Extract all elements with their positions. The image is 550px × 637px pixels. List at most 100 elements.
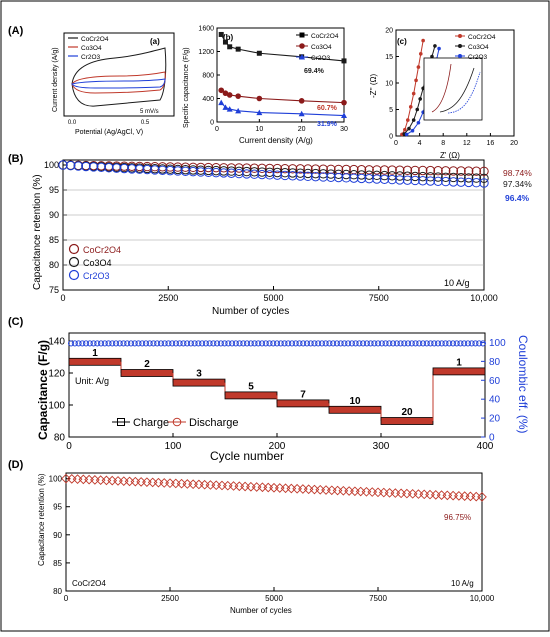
chart-C-ce-point bbox=[401, 340, 408, 347]
chart-D-point bbox=[234, 481, 245, 492]
chart-C-ce-point bbox=[356, 340, 363, 347]
chart-c-point bbox=[418, 97, 422, 101]
chart-B-point bbox=[448, 172, 459, 183]
chart-B-xtick-label: 0 bbox=[60, 293, 65, 303]
chart-b-legend-marker-cocr bbox=[299, 32, 305, 38]
chart-c-point bbox=[411, 91, 416, 96]
chart-b-point bbox=[226, 92, 233, 98]
chart-B-point bbox=[418, 176, 428, 186]
chart-B-point bbox=[479, 166, 489, 177]
chart-C-ce-point bbox=[214, 340, 221, 347]
chart-B-point bbox=[379, 170, 390, 181]
chart-B-point bbox=[441, 176, 451, 187]
chart-B-point bbox=[165, 165, 175, 176]
chart-b-point bbox=[235, 46, 241, 52]
chart-C-ce-point bbox=[292, 340, 299, 347]
chart-B-point bbox=[180, 166, 191, 177]
chart-C-ce-point bbox=[247, 340, 254, 347]
chart-C-ce-point bbox=[236, 340, 243, 347]
chart-D-point bbox=[159, 478, 170, 488]
chart-C-ce-point bbox=[416, 340, 423, 347]
chart-b-point bbox=[235, 93, 241, 99]
chart-C-ce-point bbox=[187, 340, 194, 347]
chart-C-ce-point bbox=[337, 340, 344, 347]
chart-D-xtick-label: 2500 bbox=[161, 594, 179, 603]
chart-a: (a) Current density (A/g) Potential (Ag/… bbox=[52, 32, 175, 136]
chart-C-legend-marker-discharge bbox=[172, 417, 182, 427]
chart-D-point bbox=[205, 480, 216, 490]
chart-B-point bbox=[211, 167, 221, 178]
chart-B-point bbox=[333, 172, 344, 183]
chart-D-point bbox=[188, 479, 198, 490]
chart-B-legend-coox: Co3O4 bbox=[83, 258, 112, 268]
chart-B-rate-label: 10 A/g bbox=[444, 278, 470, 288]
chart-c-xtick-label: 20 bbox=[510, 140, 518, 147]
chart-D-ytick-label: 95 bbox=[53, 503, 62, 512]
chart-B-point bbox=[242, 169, 252, 179]
chart-D-point bbox=[182, 479, 193, 489]
chart-B-point bbox=[379, 165, 390, 175]
chart-B-point bbox=[433, 176, 443, 187]
chart-C-step-band bbox=[432, 367, 486, 376]
chart-D-end-label: 96.75% bbox=[444, 513, 471, 522]
chart-D-rate-label: 10 A/g bbox=[451, 579, 474, 588]
chart-a-ylabel: Current density (A/g) bbox=[52, 47, 59, 112]
chart-D-point bbox=[240, 481, 250, 492]
chart-C-ce-point bbox=[180, 340, 187, 347]
chart-b: (b) Specific capacitance (F/g) Current d… bbox=[183, 26, 348, 146]
chart-B-point bbox=[356, 173, 367, 184]
chart-D-point bbox=[419, 489, 430, 500]
chart-B-point bbox=[295, 171, 305, 181]
chart-B-point bbox=[410, 175, 420, 186]
chart-D-point bbox=[142, 477, 152, 488]
chart-B-point bbox=[134, 164, 145, 174]
chart-D-xtick-label: 7500 bbox=[369, 594, 387, 603]
chart-c-legend-cocr: CoCr2O4 bbox=[468, 34, 496, 41]
chart-C-ce-point bbox=[427, 340, 434, 347]
chart-B-point bbox=[58, 160, 68, 170]
chart-C-ce-point bbox=[127, 340, 135, 347]
chart-C-ce-point bbox=[243, 340, 251, 347]
chart-b-point bbox=[256, 109, 263, 116]
chart-C-ce-point bbox=[142, 340, 150, 347]
chart-B-point bbox=[287, 164, 298, 174]
chart-C-ce-point bbox=[341, 340, 348, 347]
chart-C-ce-point bbox=[83, 340, 90, 347]
chart-C-ce-point bbox=[217, 340, 224, 347]
chart-B-point bbox=[448, 166, 459, 176]
chart-C-ce-point bbox=[131, 340, 138, 347]
chart-b-point bbox=[227, 44, 233, 50]
chart-D-point bbox=[78, 474, 89, 485]
chart-B-point bbox=[88, 162, 99, 172]
chart-c-point bbox=[414, 78, 418, 83]
chart-D-point bbox=[147, 477, 158, 488]
chart-C-step-band bbox=[120, 369, 174, 377]
chart-B-ytick-label: 75 bbox=[49, 285, 59, 295]
chart-B-point bbox=[142, 164, 152, 175]
chart-b-ylabel: Specific capacitance (F/g) bbox=[183, 47, 190, 128]
chart-D-xlabel: Number of cycles bbox=[230, 606, 292, 615]
chart-C-ce-point bbox=[367, 340, 374, 347]
chart-B-point bbox=[441, 166, 451, 176]
chart-b-point bbox=[256, 95, 263, 102]
chart-c-xtick-label: 0 bbox=[394, 140, 398, 147]
chart-D-point bbox=[430, 490, 441, 500]
chart-C-ce-point bbox=[296, 340, 303, 347]
chart-b-point bbox=[256, 50, 262, 56]
chart-b-xtick-label: 30 bbox=[340, 126, 348, 133]
chart-B-point bbox=[418, 171, 428, 182]
chart-B-point bbox=[448, 177, 459, 187]
chart-C: Capacitance (F/g) Coulombic eff. (%) Cyc… bbox=[36, 332, 530, 463]
panel-label-B: (B) bbox=[8, 153, 24, 165]
chart-b-point bbox=[341, 112, 347, 119]
chart-C-step-band bbox=[68, 357, 122, 366]
chart-C-ce-point bbox=[311, 340, 318, 347]
chart-D-point bbox=[344, 486, 354, 496]
chart-c-point bbox=[403, 127, 407, 132]
chart-b-legend-marker-coox bbox=[299, 43, 305, 49]
chart-C-ce-point bbox=[285, 340, 292, 347]
chart-C-step-label: 3 bbox=[196, 369, 202, 380]
chart-C-ce-point bbox=[461, 340, 468, 347]
chart-C-ce-point bbox=[116, 340, 123, 347]
